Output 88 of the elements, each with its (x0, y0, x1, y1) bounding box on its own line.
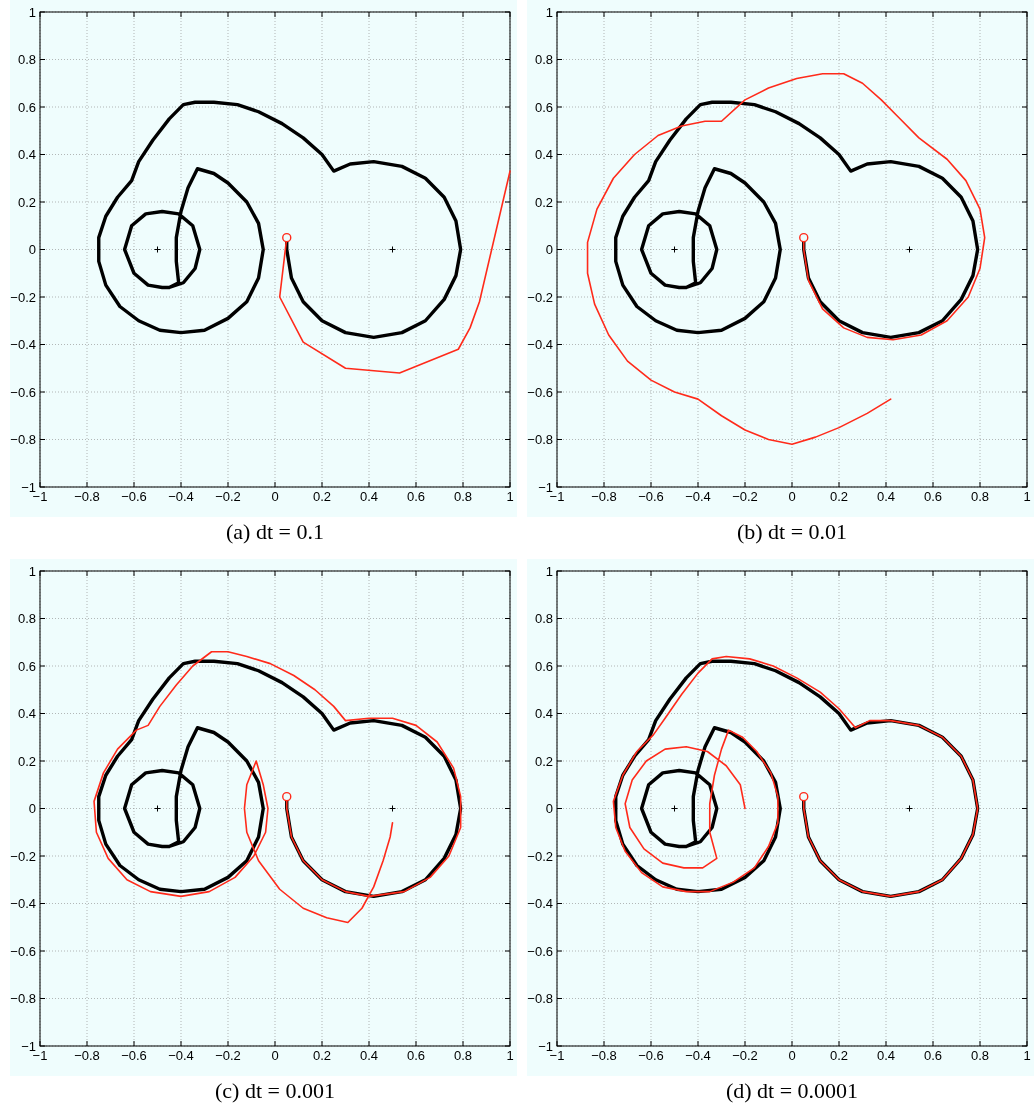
x-tick-label: 1 (1023, 489, 1031, 504)
y-tick-label: 0.4 (534, 147, 553, 163)
y-tick-label: 0.2 (534, 194, 553, 210)
y-tick-label: 0.4 (17, 147, 36, 163)
y-tick-label: 0 (545, 801, 553, 817)
y-tick-label: −0.2 (527, 289, 553, 305)
x-tick-label: 0.4 (359, 1048, 379, 1063)
x-tick-label: 0 (788, 1048, 796, 1063)
y-tick-label: 0 (545, 242, 553, 258)
y-tick-label: −0.4 (527, 337, 553, 353)
x-tick-label: −0.4 (685, 1048, 711, 1063)
x-tick-label: 0.8 (453, 1048, 473, 1063)
y-tick-label: −0.6 (10, 943, 36, 959)
x-tick-label: 0.2 (312, 1048, 332, 1063)
x-tick-label: −0.6 (638, 489, 664, 504)
x-tick-label: 0.6 (406, 489, 426, 504)
x-tick-label: 0 (271, 1048, 279, 1063)
y-tick-label: 0.4 (534, 706, 553, 722)
x-tick-label: 1 (506, 489, 514, 504)
y-tick-label: 0.4 (17, 706, 36, 722)
y-tick-label: −0.8 (527, 432, 553, 448)
y-tick-label: −0.8 (10, 991, 36, 1007)
x-tick-label: 0.4 (359, 489, 379, 504)
text: (d) dt = 0.0001 (725, 1078, 859, 1103)
y-tick-label: −0.2 (10, 848, 36, 864)
y-tick-label: −0.2 (10, 289, 36, 305)
y-tick-label: −0.6 (10, 384, 36, 400)
y-tick-label: 1 (28, 4, 36, 20)
y-tick-label: 0.2 (534, 753, 553, 769)
y-tick-label: −0.6 (527, 943, 553, 959)
x-tick-label: −0.6 (638, 1048, 664, 1063)
x-tick-label: 1 (506, 1048, 514, 1063)
text: (c) dt = 0.001 (215, 1078, 335, 1103)
x-tick-label: −0.2 (215, 489, 241, 504)
y-tick-label: 0.6 (534, 99, 553, 115)
x-tick-label: −0.8 (74, 1048, 100, 1063)
x-tick-label: −0.4 (168, 489, 194, 504)
x-tick-label: 0.2 (829, 1048, 849, 1063)
x-tick-label: 0.8 (453, 489, 473, 504)
x-tick-label: 0.4 (876, 489, 896, 504)
y-tick-label: 0.2 (17, 753, 36, 769)
y-tick-label: 1 (28, 563, 36, 579)
y-tick-label: 0.6 (534, 658, 553, 674)
y-tick-label: 0.8 (534, 52, 553, 68)
y-tick-label: 0.6 (17, 99, 36, 115)
x-tick-label: −0.8 (591, 1048, 617, 1063)
text: (b) dt = 0.01 (736, 519, 848, 544)
x-tick-label: 1 (1023, 1048, 1031, 1063)
x-tick-label: −0.8 (74, 489, 100, 504)
x-tick-label: −0.4 (685, 489, 711, 504)
text: (a) dt = 0.1 (226, 519, 324, 544)
y-tick-label: −0.8 (10, 432, 36, 448)
y-tick-label: 0.2 (17, 194, 36, 210)
y-tick-label: −0.4 (10, 337, 36, 353)
line-series (614, 100, 980, 340)
line-series (586, 72, 986, 446)
x-tick-label: 0.8 (970, 1048, 990, 1063)
y-tick-label: 1 (545, 563, 553, 579)
line-series (278, 170, 511, 374)
x-tick-label: 0.8 (970, 489, 990, 504)
x-tick-label: 0 (271, 489, 279, 504)
y-tick-label: −0.6 (527, 384, 553, 400)
x-tick-label: 0.6 (406, 1048, 426, 1063)
x-tick-label: −0.6 (121, 489, 147, 504)
y-tick-label: −0.8 (527, 991, 553, 1007)
x-tick-label: −0.2 (215, 1048, 241, 1063)
x-tick-label: 0.4 (876, 1048, 896, 1063)
y-tick-label: 0.8 (534, 611, 553, 627)
x-tick-label: −0.2 (732, 489, 758, 504)
y-tick-label: −0.4 (527, 896, 553, 912)
y-tick-label: 0 (28, 801, 36, 817)
x-tick-label: 0.6 (923, 1048, 943, 1063)
y-tick-label: 1 (545, 4, 553, 20)
line-series (97, 100, 463, 340)
y-tick-label: −0.4 (10, 896, 36, 912)
x-tick-label: −0.6 (121, 1048, 147, 1063)
x-tick-label: 0.6 (923, 489, 943, 504)
y-tick-label: 0.6 (17, 658, 36, 674)
x-tick-label: 0 (788, 489, 796, 504)
y-tick-label: 0 (28, 242, 36, 258)
x-tick-label: 0.2 (312, 489, 332, 504)
x-tick-label: 0.2 (829, 489, 849, 504)
y-tick-label: −0.2 (527, 848, 553, 864)
x-tick-label: −0.2 (732, 1048, 758, 1063)
y-tick-label: 0.8 (17, 52, 36, 68)
x-tick-label: −0.8 (591, 489, 617, 504)
y-tick-label: 0.8 (17, 611, 36, 627)
x-tick-label: −0.4 (168, 1048, 194, 1063)
